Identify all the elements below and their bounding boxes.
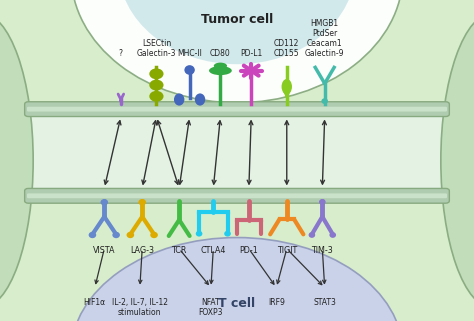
FancyBboxPatch shape bbox=[25, 188, 449, 203]
Text: ?: ? bbox=[119, 49, 123, 58]
Ellipse shape bbox=[441, 13, 474, 308]
Ellipse shape bbox=[196, 231, 202, 237]
Text: CTLA4: CTLA4 bbox=[201, 246, 226, 255]
Text: VISTA: VISTA bbox=[93, 246, 116, 255]
Text: NFAT
FOXP3: NFAT FOXP3 bbox=[199, 298, 223, 317]
Ellipse shape bbox=[195, 93, 205, 106]
Ellipse shape bbox=[329, 232, 336, 238]
Ellipse shape bbox=[150, 232, 158, 238]
Ellipse shape bbox=[282, 79, 292, 94]
Text: Tumor cell: Tumor cell bbox=[201, 13, 273, 26]
Ellipse shape bbox=[118, 0, 356, 64]
Ellipse shape bbox=[309, 232, 315, 238]
Text: TIGIT: TIGIT bbox=[277, 246, 297, 255]
Text: HMGB1
PtdSer
Ceacam1
Galectin-9: HMGB1 PtdSer Ceacam1 Galectin-9 bbox=[305, 19, 345, 58]
Ellipse shape bbox=[100, 199, 108, 205]
Text: IRF9: IRF9 bbox=[268, 298, 285, 307]
Text: PD-L1: PD-L1 bbox=[240, 49, 262, 58]
Text: LSECtin
Galectin-3: LSECtin Galectin-3 bbox=[137, 39, 176, 58]
Ellipse shape bbox=[174, 93, 184, 106]
Ellipse shape bbox=[214, 63, 227, 69]
Ellipse shape bbox=[224, 231, 231, 237]
Text: STAT3: STAT3 bbox=[313, 298, 336, 307]
Text: TCR: TCR bbox=[172, 246, 187, 255]
Ellipse shape bbox=[319, 199, 326, 205]
FancyBboxPatch shape bbox=[27, 107, 447, 112]
Bar bbox=[28, 109, 446, 196]
Ellipse shape bbox=[184, 65, 195, 75]
Ellipse shape bbox=[127, 232, 134, 238]
Text: T cell: T cell bbox=[219, 297, 255, 310]
Text: LAG-3: LAG-3 bbox=[130, 246, 154, 255]
Text: CD112
CD155: CD112 CD155 bbox=[274, 39, 300, 58]
Ellipse shape bbox=[71, 0, 403, 103]
FancyBboxPatch shape bbox=[25, 102, 449, 117]
Ellipse shape bbox=[71, 238, 403, 321]
Text: PD-1: PD-1 bbox=[239, 246, 258, 255]
Ellipse shape bbox=[149, 80, 164, 91]
Ellipse shape bbox=[149, 68, 164, 79]
Text: IL-2, IL-7, IL-12
stimulation: IL-2, IL-7, IL-12 stimulation bbox=[112, 298, 168, 317]
Text: TIM-3: TIM-3 bbox=[311, 246, 333, 255]
Ellipse shape bbox=[149, 91, 164, 102]
Ellipse shape bbox=[138, 199, 146, 205]
FancyBboxPatch shape bbox=[27, 193, 447, 198]
Text: CD80: CD80 bbox=[210, 49, 231, 58]
Ellipse shape bbox=[209, 66, 232, 75]
Ellipse shape bbox=[112, 232, 120, 238]
Text: MHC-II: MHC-II bbox=[177, 49, 202, 58]
Text: HIF1α: HIF1α bbox=[84, 298, 106, 307]
Ellipse shape bbox=[0, 13, 33, 308]
Ellipse shape bbox=[89, 232, 96, 238]
Ellipse shape bbox=[321, 98, 328, 104]
